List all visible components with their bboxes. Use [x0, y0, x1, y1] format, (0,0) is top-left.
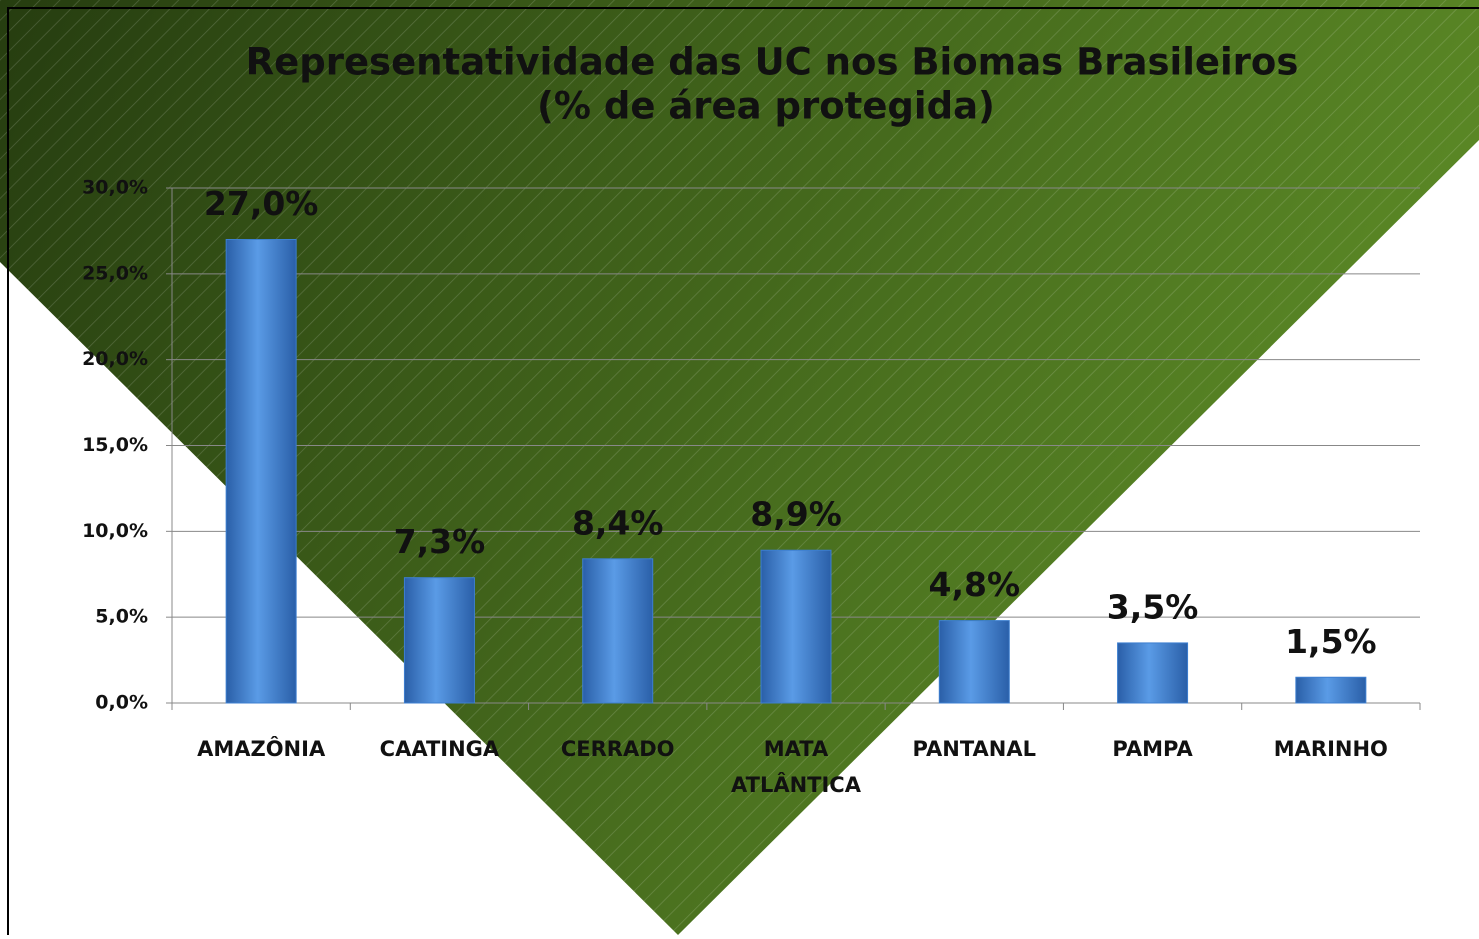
bar	[403, 577, 475, 704]
bar	[582, 558, 654, 704]
x-tick-label: MATA ATLÂNTICA	[731, 737, 861, 797]
y-tick-label: 5,0%	[95, 606, 148, 628]
x-tick-label: CERRADO	[560, 737, 675, 761]
y-tick-label: 15,0%	[82, 434, 148, 456]
y-tick-label: 20,0%	[82, 348, 148, 370]
y-tick-label: 10,0%	[82, 520, 148, 542]
bar	[938, 620, 1010, 704]
x-tick-label: CAATINGA	[379, 737, 500, 761]
x-tick-label-box: AMAZÔNIA	[197, 737, 326, 761]
bar	[225, 239, 297, 704]
x-tick-label-box: CAATINGA	[379, 737, 500, 761]
x-tick-label-box: PANTANAL	[912, 737, 1036, 761]
value-label: 4,8%	[929, 565, 1021, 604]
x-tick-label-box: PAMPA	[1112, 737, 1193, 761]
frame	[7, 7, 1479, 935]
x-tick-label: AMAZÔNIA	[197, 737, 326, 761]
y-tick-label: 25,0%	[82, 262, 148, 284]
x-tick-label-box: MATA ATLÂNTICA	[731, 737, 861, 797]
bar	[1295, 676, 1367, 704]
bar	[1117, 642, 1189, 704]
chart-subtitle: (% de área protegida)	[537, 85, 995, 128]
x-tick-label: PAMPA	[1112, 737, 1193, 761]
x-tick-label: PANTANAL	[912, 737, 1036, 761]
value-label: 3,5%	[1107, 587, 1199, 626]
x-tick-label: MARINHO	[1273, 737, 1388, 761]
y-tick-label: 0,0%	[95, 692, 148, 714]
y-tick-label: 30,0%	[82, 177, 148, 199]
value-label: 7,3%	[394, 522, 486, 561]
value-label: 27,0%	[204, 184, 319, 223]
value-label: 1,5%	[1285, 622, 1377, 661]
x-tick-label-box: CERRADO	[560, 737, 675, 761]
value-label: 8,9%	[750, 495, 842, 534]
bar	[760, 549, 832, 704]
x-tick-label-box: MARINHO	[1273, 737, 1388, 761]
chart-title: Representatividade das UC nos Biomas Bra…	[246, 41, 1299, 84]
value-label: 8,4%	[572, 503, 664, 542]
